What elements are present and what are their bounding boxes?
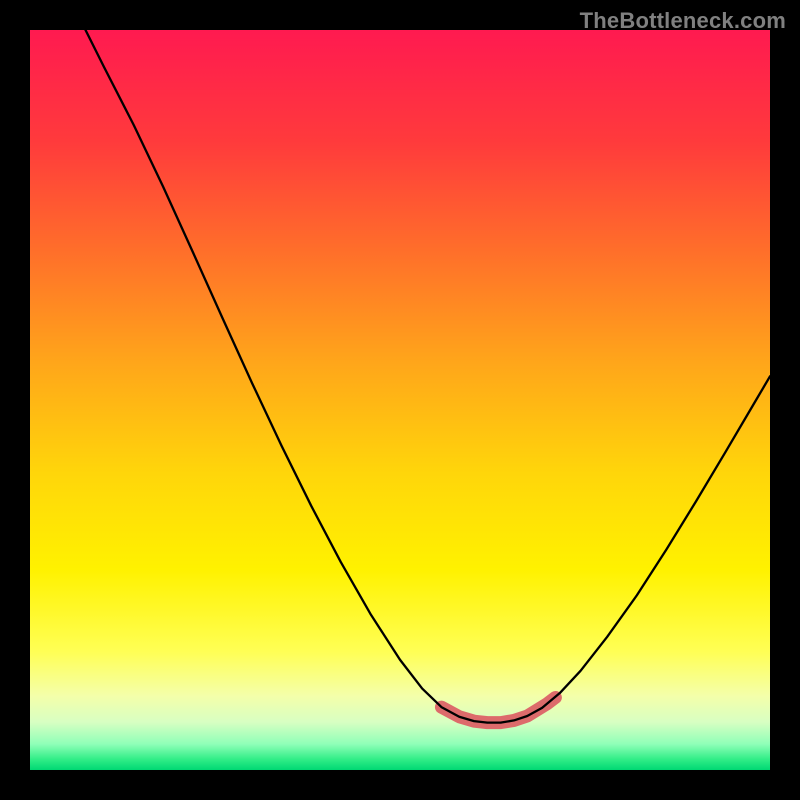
bottleneck-chart [30,30,770,770]
chart-plot-area [30,30,770,770]
watermark-text: TheBottleneck.com [580,8,786,34]
